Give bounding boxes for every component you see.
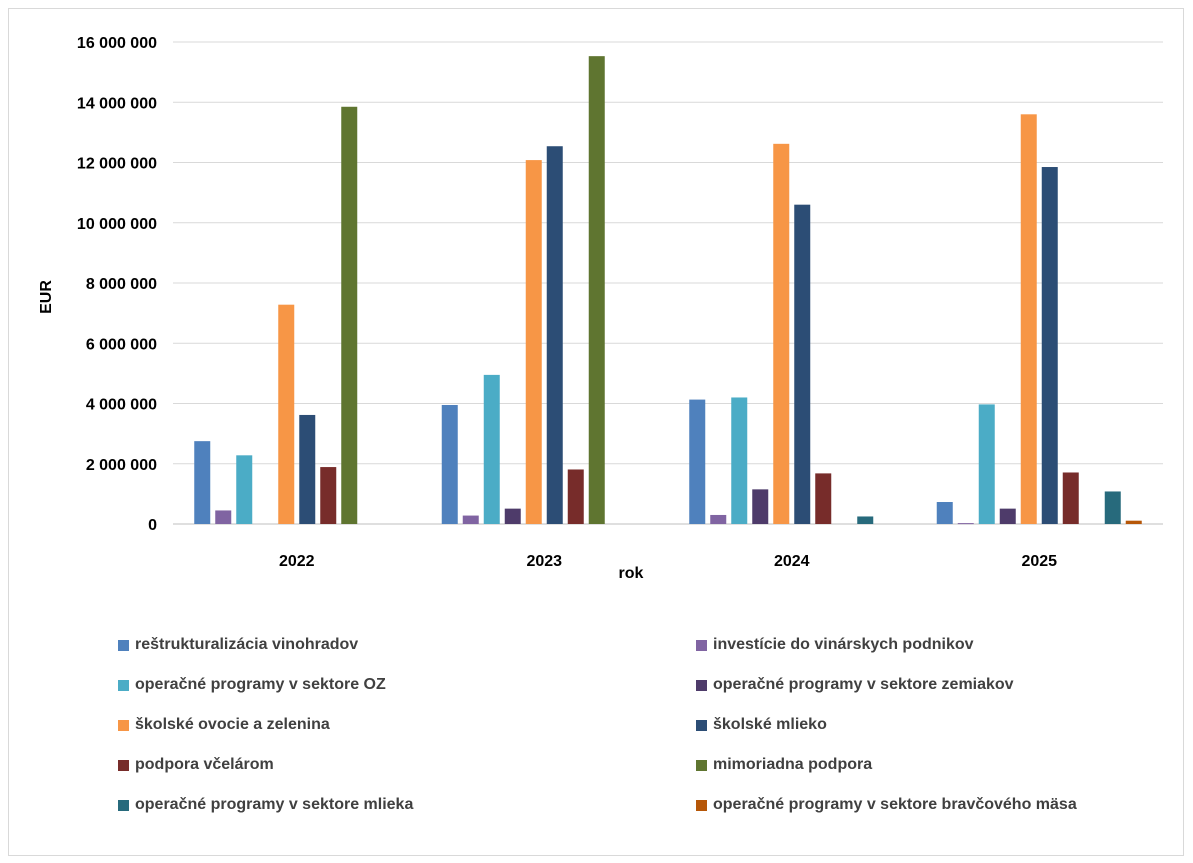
bar — [504, 508, 521, 524]
y-tick-label: 8 000 000 — [86, 276, 157, 293]
legend-swatch — [118, 719, 129, 731]
legend-swatch — [696, 679, 707, 691]
bar — [525, 160, 542, 524]
bar — [710, 514, 727, 524]
legend-item: investície do vinárskych podnikov — [696, 631, 1116, 659]
bar — [752, 489, 769, 524]
legend-swatch — [118, 679, 129, 691]
y-tick-labels: 0 2 000 000 4 000 000 6 000 000 8 000 000 10 … — [77, 35, 157, 534]
x-axis-title: rok — [619, 565, 644, 582]
bar — [1062, 472, 1079, 524]
bar — [794, 204, 811, 525]
bar — [815, 473, 832, 524]
bar — [978, 404, 995, 524]
legend-label: operačné programy v sektore bravčového m… — [713, 796, 1077, 813]
bar — [341, 106, 358, 525]
bar — [1104, 491, 1121, 524]
x-tick-label: 2024 — [774, 553, 810, 570]
bar — [1041, 167, 1058, 525]
y-axis-title: EUR — [38, 280, 55, 314]
legend: reštrukturalizácia vinohradov investície … — [118, 631, 1118, 819]
y-tick-label: 2 000 000 — [86, 457, 157, 474]
bar — [215, 510, 232, 524]
legend-label: operačné programy v sektore zemiakov — [713, 676, 1014, 693]
legend-swatch — [118, 639, 129, 651]
y-tick-label: 6 000 000 — [86, 336, 157, 353]
y-tick-label: 16 000 000 — [77, 35, 157, 52]
bar — [999, 508, 1016, 524]
legend-item: školské ovocie a zelenina — [118, 711, 696, 739]
bar — [1020, 114, 1037, 525]
bar — [483, 374, 500, 524]
x-tick-label: 2022 — [279, 553, 315, 570]
legend-swatch — [696, 799, 707, 811]
bar — [588, 56, 605, 524]
bar — [278, 304, 295, 524]
x-tick-label: 2025 — [1021, 553, 1057, 570]
legend-label: operačné programy v sektore mlieka — [135, 796, 414, 813]
legend-item: operačné programy v sektore OZ — [118, 671, 696, 699]
legend-item: operačné programy v sektore mlieka — [118, 791, 696, 819]
bar — [1125, 520, 1142, 524]
bar — [441, 405, 458, 524]
bar — [462, 515, 479, 524]
bar — [936, 502, 953, 524]
bar — [299, 414, 316, 524]
y-tick-label: 10 000 000 — [77, 216, 157, 233]
legend-label: reštrukturalizácia vinohradov — [135, 636, 359, 653]
legend-label: mimoriadna podpora — [713, 756, 873, 773]
bar — [857, 516, 874, 524]
legend-swatch — [118, 759, 129, 771]
y-tick-label: 4 000 000 — [86, 397, 157, 414]
bar — [689, 399, 706, 524]
bar — [567, 469, 584, 524]
legend-label: investície do vinárskych podnikov — [713, 636, 974, 653]
legend-label: školské mlieko — [713, 716, 827, 733]
y-tick-label: 14 000 000 — [77, 95, 157, 112]
bar — [773, 143, 790, 524]
legend-item: mimoriadna podpora — [696, 751, 1116, 779]
bars — [194, 56, 1142, 525]
legend-item: operačné programy v sektore zemiakov — [696, 671, 1116, 699]
bar — [957, 523, 974, 525]
legend-label: operačné programy v sektore OZ — [135, 676, 386, 693]
legend-label: školské ovocie a zelenina — [135, 716, 330, 733]
legend-swatch — [118, 799, 129, 811]
legend-swatch — [696, 719, 707, 731]
legend-item: reštrukturalizácia vinohradov — [118, 631, 696, 659]
legend-item: školské mlieko — [696, 711, 1116, 739]
legend-item: podpora včelárom — [118, 751, 696, 779]
legend-item: operačné programy v sektore bravčového m… — [696, 791, 1116, 819]
bar — [320, 467, 337, 524]
x-tick-labels: 2022 2023 2024 2025 — [279, 553, 1057, 570]
legend-swatch — [696, 639, 707, 651]
legend-swatch — [696, 759, 707, 771]
legend-label: podpora včelárom — [135, 756, 274, 773]
y-tick-label: 0 — [148, 517, 157, 534]
gridlines — [173, 41, 1163, 525]
bar — [194, 441, 211, 524]
x-tick-label: 2023 — [526, 553, 562, 570]
y-tick-label: 12 000 000 — [77, 156, 157, 173]
bar — [236, 455, 253, 524]
bar — [731, 397, 748, 524]
bar — [546, 146, 563, 525]
